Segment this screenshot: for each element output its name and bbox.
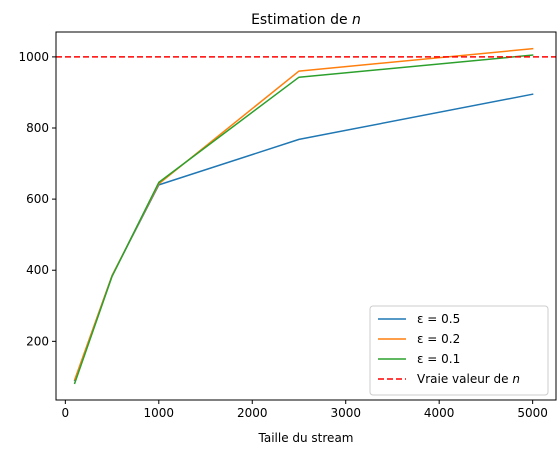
plot-area	[56, 47, 556, 385]
y-tick-label: 1000	[18, 50, 49, 64]
legend-box	[369, 305, 549, 396]
y-axis: 200 400 600 800 1000	[18, 50, 56, 348]
legend-label: ε = 0.1	[417, 352, 460, 366]
x-tick-label: 5000	[517, 406, 548, 420]
legend-label: ε = 0.2	[417, 332, 460, 346]
x-tick-label: 2000	[237, 406, 268, 420]
x-tick-label: 1000	[144, 406, 175, 420]
y-tick-label: 800	[26, 121, 49, 135]
legend: ε = 0.5 ε = 0.2 ε = 0.1 Vraie valeur de n	[369, 305, 549, 396]
y-tick-label: 200	[26, 334, 49, 348]
x-tick-label: 4000	[424, 406, 455, 420]
x-tick-label: 0	[62, 406, 70, 420]
y-tick-label: 400	[26, 263, 49, 277]
y-tick-label: 600	[26, 192, 49, 206]
legend-label: ε = 0.5	[417, 312, 460, 326]
axes-frame	[55, 31, 557, 401]
chart-title: Estimation de n	[251, 12, 361, 28]
legend-label: Vraie valeur de n	[417, 372, 520, 386]
x-axis-label: Taille du stream	[258, 431, 354, 445]
series-line-3	[73, 54, 534, 385]
x-tick-label: 3000	[330, 406, 361, 420]
x-axis: 0 1000 2000 3000 4000 5000	[62, 400, 548, 420]
